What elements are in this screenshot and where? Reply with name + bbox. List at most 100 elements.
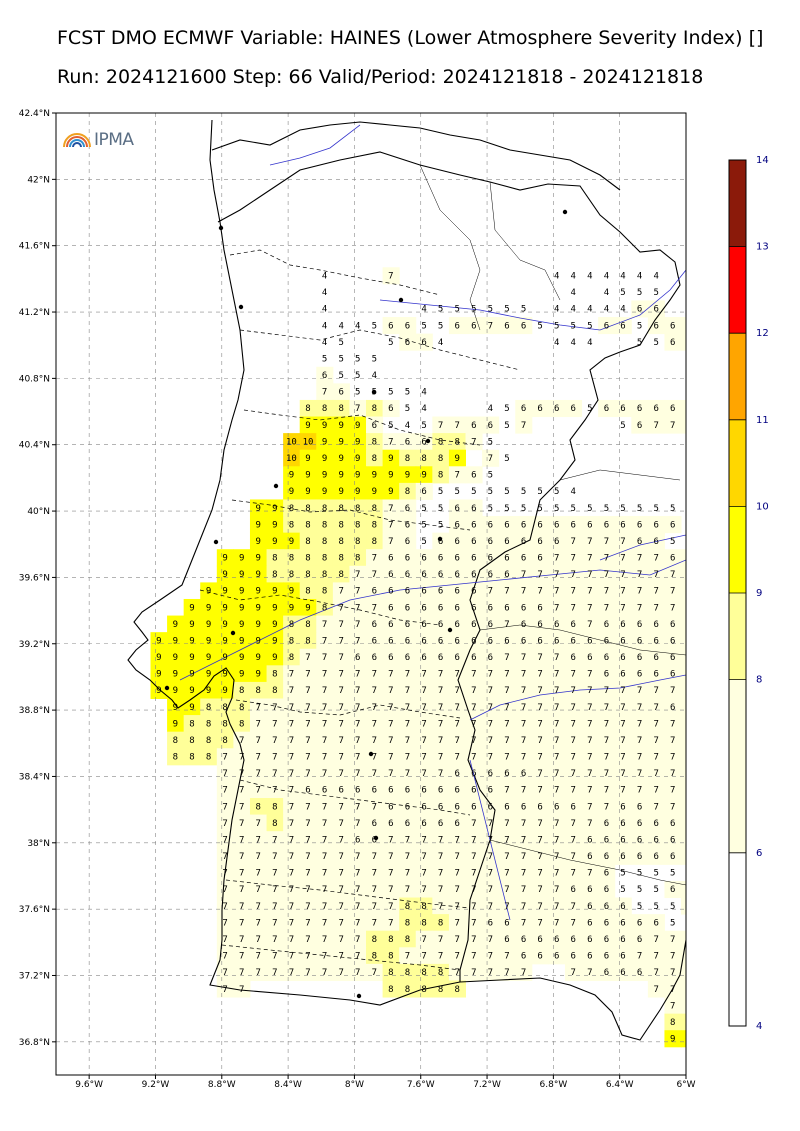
haines-cell — [316, 632, 334, 650]
haines-value: 7 — [405, 736, 410, 746]
haines-value: 7 — [604, 753, 609, 763]
haines-cell — [482, 864, 500, 882]
haines-value: 7 — [637, 753, 642, 763]
haines-value: 6 — [620, 520, 625, 530]
haines-cell — [382, 831, 400, 849]
haines-value: 7 — [305, 819, 310, 829]
haines-value: 7 — [471, 935, 476, 945]
haines-cell — [432, 466, 450, 484]
haines-cell — [698, 831, 715, 848]
haines-value: 7 — [471, 902, 476, 912]
haines-cell — [498, 864, 516, 882]
haines-cell — [598, 516, 616, 534]
haines-value: 7 — [256, 736, 261, 746]
haines-cell — [432, 831, 450, 849]
haines-value: 7 — [653, 769, 658, 779]
haines-cell — [764, 383, 781, 400]
haines-cell — [747, 516, 764, 533]
haines-value: 7 — [338, 603, 343, 613]
haines-cell — [498, 598, 516, 617]
haines-cell — [664, 516, 682, 534]
haines-cell — [233, 963, 251, 981]
haines-cell — [681, 831, 686, 849]
haines-cell — [564, 764, 583, 782]
haines-value: 7 — [305, 719, 310, 729]
haines-cell — [647, 930, 665, 948]
haines-cell — [316, 416, 334, 434]
haines-value: 9 — [272, 636, 277, 646]
haines-cell — [399, 930, 417, 948]
haines-cell — [598, 615, 616, 633]
haines-cell — [366, 764, 384, 782]
haines-cell — [647, 632, 665, 650]
haines-value: 7 — [587, 802, 592, 812]
haines-cell — [432, 416, 450, 434]
haines-value: 6 — [488, 537, 493, 547]
haines-cell — [349, 847, 367, 865]
haines-cell — [515, 565, 533, 583]
haines-cell — [448, 582, 466, 600]
haines-value: 6 — [604, 885, 609, 895]
haines-cell — [681, 847, 686, 865]
haines-value: 6 — [720, 636, 725, 646]
haines-cell — [498, 914, 516, 932]
haines-cell — [249, 549, 268, 567]
haines-cell — [698, 417, 715, 434]
haines-value: 6 — [620, 968, 625, 978]
haines-cell — [349, 947, 367, 965]
haines-cell — [432, 930, 450, 948]
haines-cell — [581, 914, 599, 932]
haines-cell — [531, 731, 549, 749]
haines-cell — [249, 864, 268, 882]
haines-value: 7 — [372, 719, 377, 729]
haines-cell — [515, 847, 533, 865]
haines-cell — [249, 798, 268, 816]
haines-cell — [631, 416, 649, 434]
haines-cell — [316, 665, 334, 683]
haines-value: 8 — [272, 819, 277, 829]
haines-value: 7 — [769, 570, 774, 580]
haines-value: 8 — [206, 736, 211, 746]
haines-value: 6 — [454, 786, 459, 796]
haines-cell — [399, 698, 417, 716]
haines-value: 7 — [571, 786, 576, 796]
haines-value: 7 — [454, 719, 459, 729]
haines-cell — [283, 499, 301, 517]
haines-value: 7 — [289, 736, 294, 746]
haines-value: 7 — [355, 935, 360, 945]
haines-cell — [316, 466, 334, 484]
haines-value: 6 — [637, 852, 642, 862]
haines-value: 7 — [703, 570, 708, 580]
haines-value: 7 — [388, 670, 393, 680]
haines-value: 7 — [637, 686, 642, 696]
haines-cell — [647, 947, 665, 965]
haines-cell — [299, 598, 317, 617]
haines-cell — [482, 317, 500, 335]
haines-value: 7 — [537, 885, 542, 895]
haines-cell — [366, 715, 384, 733]
haines-value: 6 — [753, 686, 758, 696]
haines-cell — [681, 731, 686, 749]
haines-value: 9 — [289, 487, 294, 497]
haines-cell — [382, 731, 400, 749]
haines-value: 6 — [421, 570, 426, 580]
haines-cell — [266, 565, 284, 583]
haines-value: 6 — [786, 404, 791, 414]
haines-value: 5 — [488, 437, 493, 447]
haines-value: 7 — [471, 753, 476, 763]
haines-value: 7 — [289, 835, 294, 845]
haines-value: 9 — [222, 603, 227, 613]
haines-value: 6 — [670, 653, 675, 663]
haines-value: 5 — [670, 504, 675, 514]
haines-cell — [399, 532, 417, 550]
haines-value: 7 — [388, 753, 393, 763]
haines-value: 6 — [687, 404, 692, 414]
haines-value: 6 — [438, 786, 443, 796]
haines-value: 4 — [620, 272, 625, 282]
haines-cell — [216, 914, 234, 932]
haines-value: 7 — [405, 852, 410, 862]
haines-value: 5 — [488, 487, 493, 497]
haines-cell — [631, 681, 649, 699]
haines-value: 7 — [537, 587, 542, 597]
haines-value: 8 — [222, 703, 227, 713]
